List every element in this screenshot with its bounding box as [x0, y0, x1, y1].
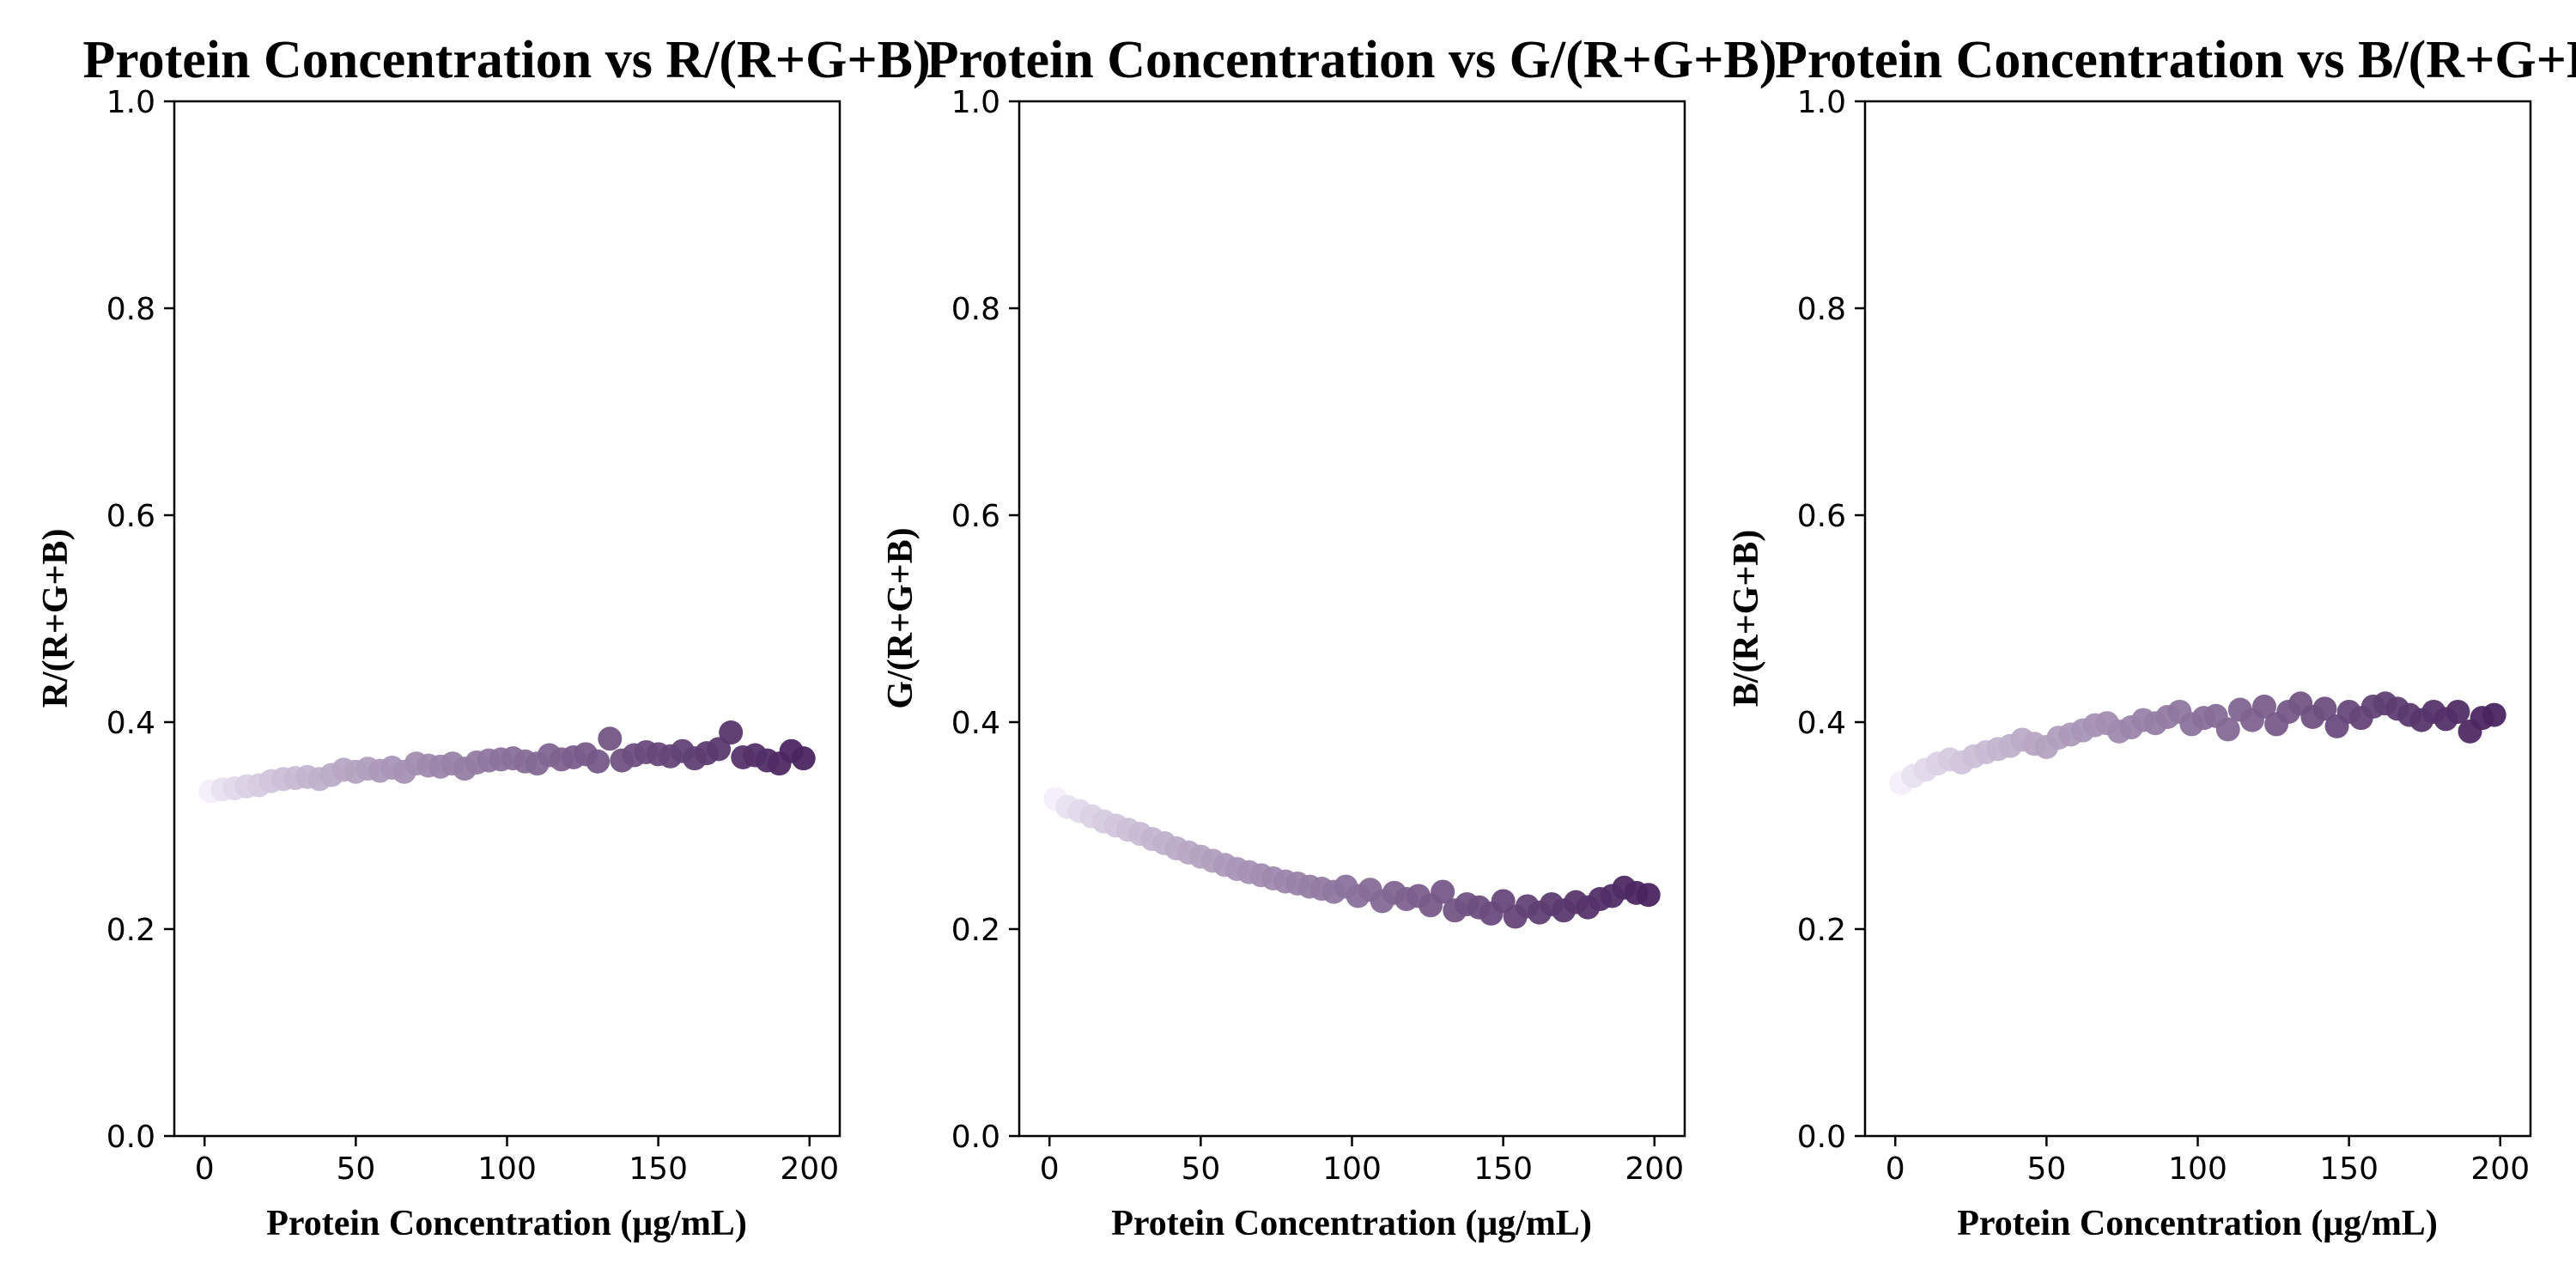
y-tick-label: 1.0 — [106, 85, 155, 120]
y-tick-label: 0.6 — [951, 499, 1000, 534]
x-axis-label: Protein Concentration (μg/mL) — [1957, 1204, 2438, 1243]
x-tick-label: 100 — [477, 1151, 537, 1187]
x-tick-label: 50 — [336, 1151, 375, 1187]
scatter-point — [2312, 696, 2337, 721]
x-tick-label: 150 — [629, 1151, 688, 1187]
y-tick-label: 0.0 — [1797, 1120, 1846, 1155]
scatter-point — [707, 737, 732, 762]
scatter-points — [198, 720, 816, 804]
scatter-point — [719, 720, 744, 745]
y-tick-label: 0.8 — [106, 292, 155, 327]
plot-area-frame — [1863, 100, 2532, 1138]
x-tick-label: 200 — [1625, 1151, 1684, 1187]
axis-ticks: 0 50 100 150 200 0.0 0.2 0.4 0.6 0.8 1.0 — [106, 85, 839, 1187]
y-axis-label: R/(R+G+B) — [36, 529, 76, 708]
x-tick-label: 50 — [1181, 1151, 1220, 1187]
y-tick-label: 0.4 — [106, 706, 155, 741]
x-tick-label: 200 — [780, 1151, 839, 1187]
x-axis-label: Protein Concentration (μg/mL) — [1111, 1204, 1592, 1243]
x-tick-label: 0 — [195, 1151, 215, 1187]
y-tick-label: 0.0 — [106, 1120, 155, 1155]
y-tick-label: 1.0 — [1797, 85, 1846, 120]
y-tick-label: 0.8 — [1797, 292, 1846, 327]
scatter-points — [1889, 691, 2506, 796]
x-tick-label: 0 — [1886, 1151, 1905, 1187]
panel-g: 0 50 100 150 200 0.0 0.2 0.4 0.6 0.8 1.0 Protein C… — [881, 31, 1777, 1243]
x-axis-label: Protein Concentration (μg/mL) — [266, 1204, 747, 1243]
scatter-point — [2482, 702, 2506, 727]
chart-title: Protein Concentration vs R/(R+G+B) — [82, 31, 930, 89]
y-tick-label: 0.8 — [951, 292, 1000, 327]
scatter-point — [586, 749, 611, 774]
scatter-point — [598, 726, 623, 751]
y-axis-label: G/(R+G+B) — [881, 527, 920, 708]
scatter-point — [1431, 879, 1455, 904]
y-tick-label: 0.4 — [1797, 706, 1846, 741]
x-tick-label: 200 — [2470, 1151, 2530, 1187]
scatter-point — [2445, 699, 2470, 724]
x-tick-label: 100 — [1322, 1151, 1382, 1187]
scatter-points — [1043, 787, 1661, 929]
x-tick-label: 100 — [2168, 1151, 2227, 1187]
panel-r: 0 50 100 150 200 0.0 0.2 0.4 0.6 0.8 1.0 Protein C… — [36, 31, 931, 1243]
x-tick-label: 150 — [1473, 1151, 1533, 1187]
plot-area-frame — [173, 100, 841, 1138]
y-tick-label: 0.4 — [951, 706, 1000, 741]
y-tick-label: 0.0 — [951, 1120, 1000, 1155]
scatter-point — [1636, 883, 1661, 908]
y-tick-label: 0.2 — [106, 913, 155, 948]
chart-title: Protein Concentration vs G/(R+G+B) — [927, 31, 1777, 89]
plot-area-frame — [1018, 100, 1686, 1138]
y-tick-label: 0.6 — [1797, 499, 1846, 534]
y-tick-label: 0.2 — [1797, 913, 1846, 948]
panel-b: 0 50 100 150 200 0.0 0.2 0.4 0.6 0.8 1.0 Protein C… — [1727, 31, 2576, 1243]
x-tick-label: 0 — [1040, 1151, 1060, 1187]
axis-ticks: 0 50 100 150 200 0.0 0.2 0.4 0.6 0.8 1.0 — [1797, 85, 2530, 1187]
y-tick-label: 0.6 — [106, 499, 155, 534]
y-axis-label: B/(R+G+B) — [1727, 530, 1766, 708]
scatter-point — [2252, 694, 2276, 719]
y-tick-label: 0.2 — [951, 913, 1000, 948]
scatter-point — [791, 746, 816, 771]
x-tick-label: 150 — [2319, 1151, 2379, 1187]
chart-title: Protein Concentration vs B/(R+G+B) — [1775, 31, 2576, 89]
axis-ticks: 0 50 100 150 200 0.0 0.2 0.4 0.6 0.8 1.0 — [951, 85, 1684, 1187]
x-tick-label: 50 — [2026, 1151, 2066, 1187]
y-tick-label: 1.0 — [951, 85, 1000, 120]
scatter-point — [2215, 717, 2240, 742]
